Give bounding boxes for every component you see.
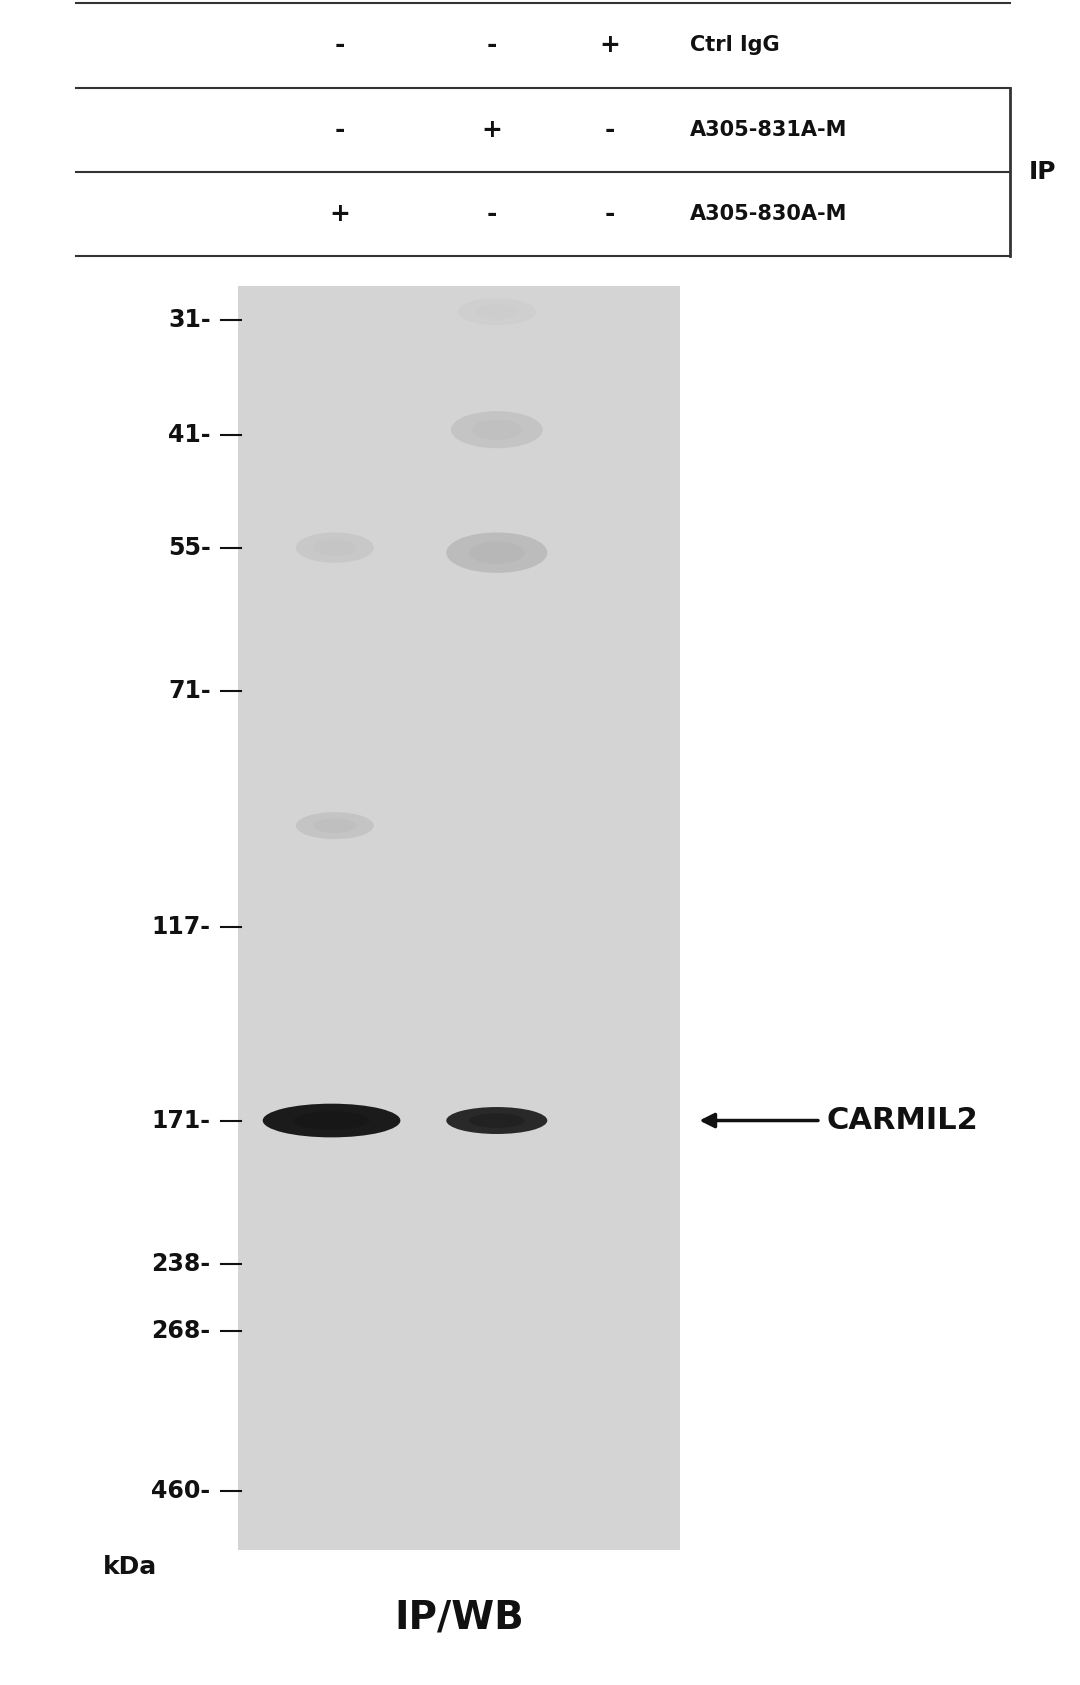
Text: 460-: 460- [151, 1479, 211, 1503]
Text: -: - [335, 118, 346, 142]
Ellipse shape [475, 305, 518, 318]
Ellipse shape [296, 812, 374, 839]
Text: -: - [335, 34, 346, 57]
Text: 41-: 41- [168, 423, 211, 447]
Text: +: + [481, 118, 502, 142]
Ellipse shape [469, 1114, 525, 1127]
Text: -: - [486, 34, 497, 57]
Text: kDa: kDa [103, 1555, 157, 1579]
Text: CARMIL2: CARMIL2 [826, 1105, 978, 1136]
Text: Ctrl IgG: Ctrl IgG [690, 35, 780, 56]
Text: -: - [605, 118, 616, 142]
Ellipse shape [451, 411, 543, 448]
Text: 117-: 117- [151, 915, 211, 939]
Text: +: + [599, 34, 621, 57]
Ellipse shape [296, 532, 374, 563]
Text: 71-: 71- [168, 679, 211, 703]
Ellipse shape [446, 532, 548, 573]
Ellipse shape [446, 1107, 548, 1134]
Text: 171-: 171- [151, 1109, 211, 1132]
Text: IP/WB: IP/WB [394, 1599, 524, 1636]
Text: A305-831A-M: A305-831A-M [690, 120, 848, 140]
Text: 31-: 31- [168, 308, 211, 332]
Text: A305-830A-M: A305-830A-M [690, 204, 848, 224]
Ellipse shape [262, 1104, 401, 1137]
Bar [238, 286, 680, 1550]
Text: +: + [329, 202, 351, 226]
Text: 238-: 238- [151, 1252, 211, 1276]
Ellipse shape [469, 541, 525, 564]
Text: IP: IP [1028, 160, 1056, 184]
Text: -: - [605, 202, 616, 226]
Text: 55-: 55- [167, 536, 211, 559]
Ellipse shape [313, 819, 356, 832]
Text: -: - [486, 202, 497, 226]
Text: 268-: 268- [151, 1319, 211, 1343]
Ellipse shape [294, 1112, 369, 1131]
Ellipse shape [458, 298, 536, 325]
Ellipse shape [313, 539, 356, 556]
Ellipse shape [472, 420, 522, 440]
